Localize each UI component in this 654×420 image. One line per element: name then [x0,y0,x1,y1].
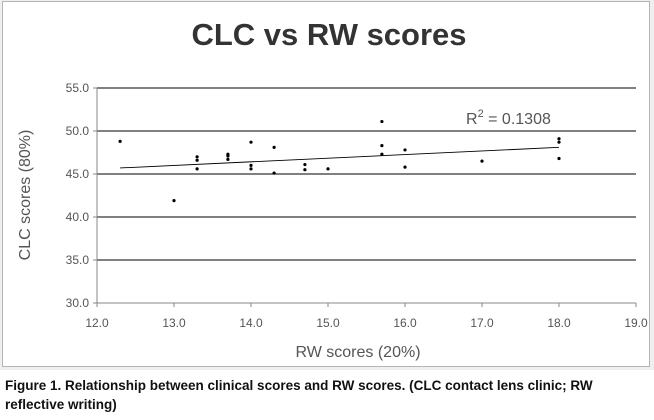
scatter-chart: CLC vs RW scores 30.0 35.0 40.0 45.0 50.0 55.… [17,17,648,361]
data-point-2 [195,155,199,159]
data-points [118,119,561,203]
x-tick-label-5: 17.0 [470,316,494,330]
x-tick-label-3: 15.0 [316,316,340,330]
y-tick-label-5: 55.0 [66,81,90,95]
data-point-19 [403,148,407,152]
y-tick-labels: 30.0 35.0 40.0 45.0 50.0 55.0 [66,81,90,310]
data-point-3 [195,158,199,162]
data-point-7 [226,157,230,161]
x-tick-label-6: 18.0 [547,316,571,330]
figure-panel: CLC vs RW scores 30.0 35.0 40.0 45.0 50.0 55.… [0,0,654,370]
data-point-6 [226,154,230,158]
data-point-1 [172,199,176,203]
data-point-9 [249,163,253,167]
y-tick-label-0: 30.0 [66,296,90,310]
r-squared-label: R2 = 0.1308 [466,108,551,128]
data-point-15 [326,167,330,171]
x-tick-label-7: 19.0 [624,316,648,330]
data-point-21 [480,159,484,163]
data-point-16 [380,119,384,124]
chart-title: CLC vs RW scores [191,17,466,52]
data-point-18 [380,152,384,156]
data-point-10 [249,167,253,171]
data-point-8 [249,140,253,144]
chart-frame [2,1,650,367]
y-tick-label-4: 50.0 [66,124,90,138]
x-tick-labels: 12.0 13.0 14.0 15.0 16.0 17.0 18.0 19.0 [85,316,648,330]
y-axis-title: CLC scores (80%) [17,130,34,261]
data-point-14 [303,168,307,172]
trendline [120,146,560,169]
axis-layer [93,87,637,307]
y-tick-label-3: 45.0 [66,167,90,181]
data-point-4 [195,167,199,171]
data-point-20 [403,165,407,169]
data-point-24 [557,156,561,161]
data-point-17 [380,144,384,148]
data-point-11 [272,145,276,149]
data-point-12 [272,171,276,175]
grid-layer [97,87,636,261]
data-point-23 [557,140,561,144]
x-tick-label-1: 13.0 [162,316,186,330]
x-tick-label-2: 14.0 [239,316,263,330]
y-tick-label-2: 40.0 [66,210,90,224]
data-point-22 [557,137,561,141]
x-axis-title: RW scores (20%) [295,344,420,361]
trendline-layer [120,146,560,169]
data-point-13 [303,162,307,167]
x-tick-label-4: 16.0 [393,316,417,330]
x-tick-label-0: 12.0 [85,316,109,330]
figure-caption: Figure 1. Relationship between clinical … [5,378,593,412]
y-tick-label-1: 35.0 [66,253,90,267]
data-point-0 [118,139,122,143]
